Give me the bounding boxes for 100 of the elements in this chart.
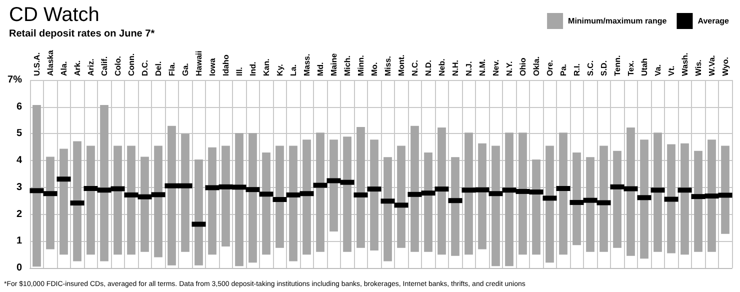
- bar: [654, 132, 662, 252]
- x-tick-label: Ore.: [545, 60, 554, 76]
- x-tick-label: Idaho: [221, 54, 230, 76]
- bar: [626, 128, 635, 256]
- bar: [559, 132, 568, 255]
- bar: [248, 133, 257, 263]
- x-tick-label: Tenn.: [612, 55, 622, 76]
- x-tick-label: Okla.: [532, 56, 541, 76]
- bar: [235, 133, 244, 266]
- x-tick-label: Va.: [653, 64, 662, 76]
- bar: [546, 146, 554, 263]
- bar: [478, 143, 486, 250]
- x-tick-label: La.: [288, 64, 298, 76]
- bar: [451, 157, 460, 256]
- bar: [356, 127, 365, 248]
- x-tick-label: Tex.: [626, 60, 636, 76]
- x-tick-label: N.J.: [464, 61, 474, 76]
- bar: [86, 146, 95, 255]
- bar: [424, 152, 432, 252]
- bar: [600, 146, 608, 252]
- bar: [100, 104, 108, 262]
- x-tick-label: Alaska: [46, 50, 55, 76]
- bar: [370, 140, 378, 251]
- x-tick-label: Pa.: [558, 64, 568, 76]
- bar: [289, 146, 298, 262]
- x-tick-label: Ark.: [72, 60, 82, 76]
- bar: [640, 140, 648, 259]
- bar: [410, 126, 419, 252]
- bar: [46, 156, 54, 250]
- x-tick-label: Neb.: [437, 58, 446, 76]
- x-tick-label: N.H.: [450, 60, 460, 76]
- y-tick-label: 5: [16, 128, 22, 140]
- x-tick-label: Fla.: [167, 62, 176, 76]
- x-tick-label: Del.: [154, 61, 163, 76]
- y-tick-label: 7%: [8, 74, 22, 86]
- bar: [168, 126, 176, 266]
- bar: [492, 146, 500, 266]
- x-tick-label: Wash.: [680, 52, 690, 76]
- bar: [316, 132, 324, 252]
- x-tick-label: N.C.: [410, 60, 420, 76]
- x-tick-label: D.C.: [140, 60, 150, 76]
- bar: [60, 148, 68, 255]
- bar: [222, 146, 230, 247]
- bar: [140, 156, 149, 252]
- bar: [114, 146, 122, 255]
- y-tick-label: 2: [16, 208, 22, 220]
- x-tick-label: Mo.: [370, 62, 379, 76]
- bar: [208, 147, 216, 255]
- x-tick-label: N.D.: [424, 60, 433, 76]
- bar: [32, 104, 41, 267]
- x-tick-label: Ala.: [59, 61, 68, 76]
- bar: [384, 157, 392, 262]
- bar: [127, 146, 136, 255]
- x-tick-label: Utah: [640, 58, 649, 76]
- bar: [343, 136, 352, 252]
- y-tick-label: 1: [16, 236, 22, 247]
- x-tick-label: Vt.: [666, 66, 676, 76]
- legend-label: Minimum/maximum range: [568, 16, 668, 26]
- x-tick-label: Hawaii: [194, 50, 204, 76]
- bar: [694, 150, 702, 252]
- bar: [518, 132, 527, 255]
- bar: [73, 141, 82, 262]
- x-tick-label: Kan.: [262, 58, 271, 76]
- x-tick-label: U.S.A.: [32, 52, 42, 76]
- bar: [532, 159, 540, 255]
- x-tick-label: Maine: [329, 52, 338, 76]
- bar: [464, 132, 473, 255]
- bar: [262, 152, 270, 255]
- bar: [154, 146, 162, 258]
- bar: [586, 157, 594, 252]
- y-tick-label: 0: [16, 262, 22, 274]
- legend-label: Average: [698, 16, 730, 26]
- bar: [330, 140, 338, 232]
- bar: [397, 146, 406, 248]
- x-tick-label: Ky.: [275, 64, 284, 76]
- x-tick-label: Nev.: [491, 60, 500, 76]
- y-tick-label: 6: [16, 101, 22, 112]
- x-tick-label: Iowa: [208, 58, 217, 76]
- x-tick-label: N.M.: [478, 59, 487, 76]
- bar: [680, 143, 689, 255]
- bar: [572, 152, 581, 246]
- x-tick-label: Wyo.: [720, 57, 730, 76]
- bar: [613, 150, 622, 248]
- x-tick-label: S.C.: [586, 60, 595, 76]
- x-tick-label: Minn.: [356, 55, 366, 76]
- bar: [721, 146, 730, 234]
- x-tick-label: S.D.: [599, 60, 608, 76]
- x-tick-label: Mass.: [302, 54, 312, 76]
- x-tick-label: Calif.: [100, 56, 109, 76]
- bar: [276, 146, 284, 248]
- x-tick-label: Mich.: [342, 56, 352, 76]
- x-tick-label: N.Y.: [504, 61, 514, 76]
- bar: [505, 132, 514, 266]
- y-tick-label: 4: [16, 155, 22, 166]
- x-tick-label: Ind.: [248, 62, 258, 76]
- y-tick-label: 3: [16, 182, 22, 193]
- x-tick-label: Ariz.: [86, 58, 96, 76]
- x-tick-label: W.Va.: [707, 55, 716, 76]
- x-tick-label: Ohio: [518, 58, 528, 76]
- x-tick-label: Ga.: [180, 63, 190, 76]
